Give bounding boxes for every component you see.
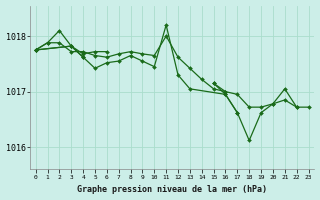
X-axis label: Graphe pression niveau de la mer (hPa): Graphe pression niveau de la mer (hPa) [77,185,267,194]
